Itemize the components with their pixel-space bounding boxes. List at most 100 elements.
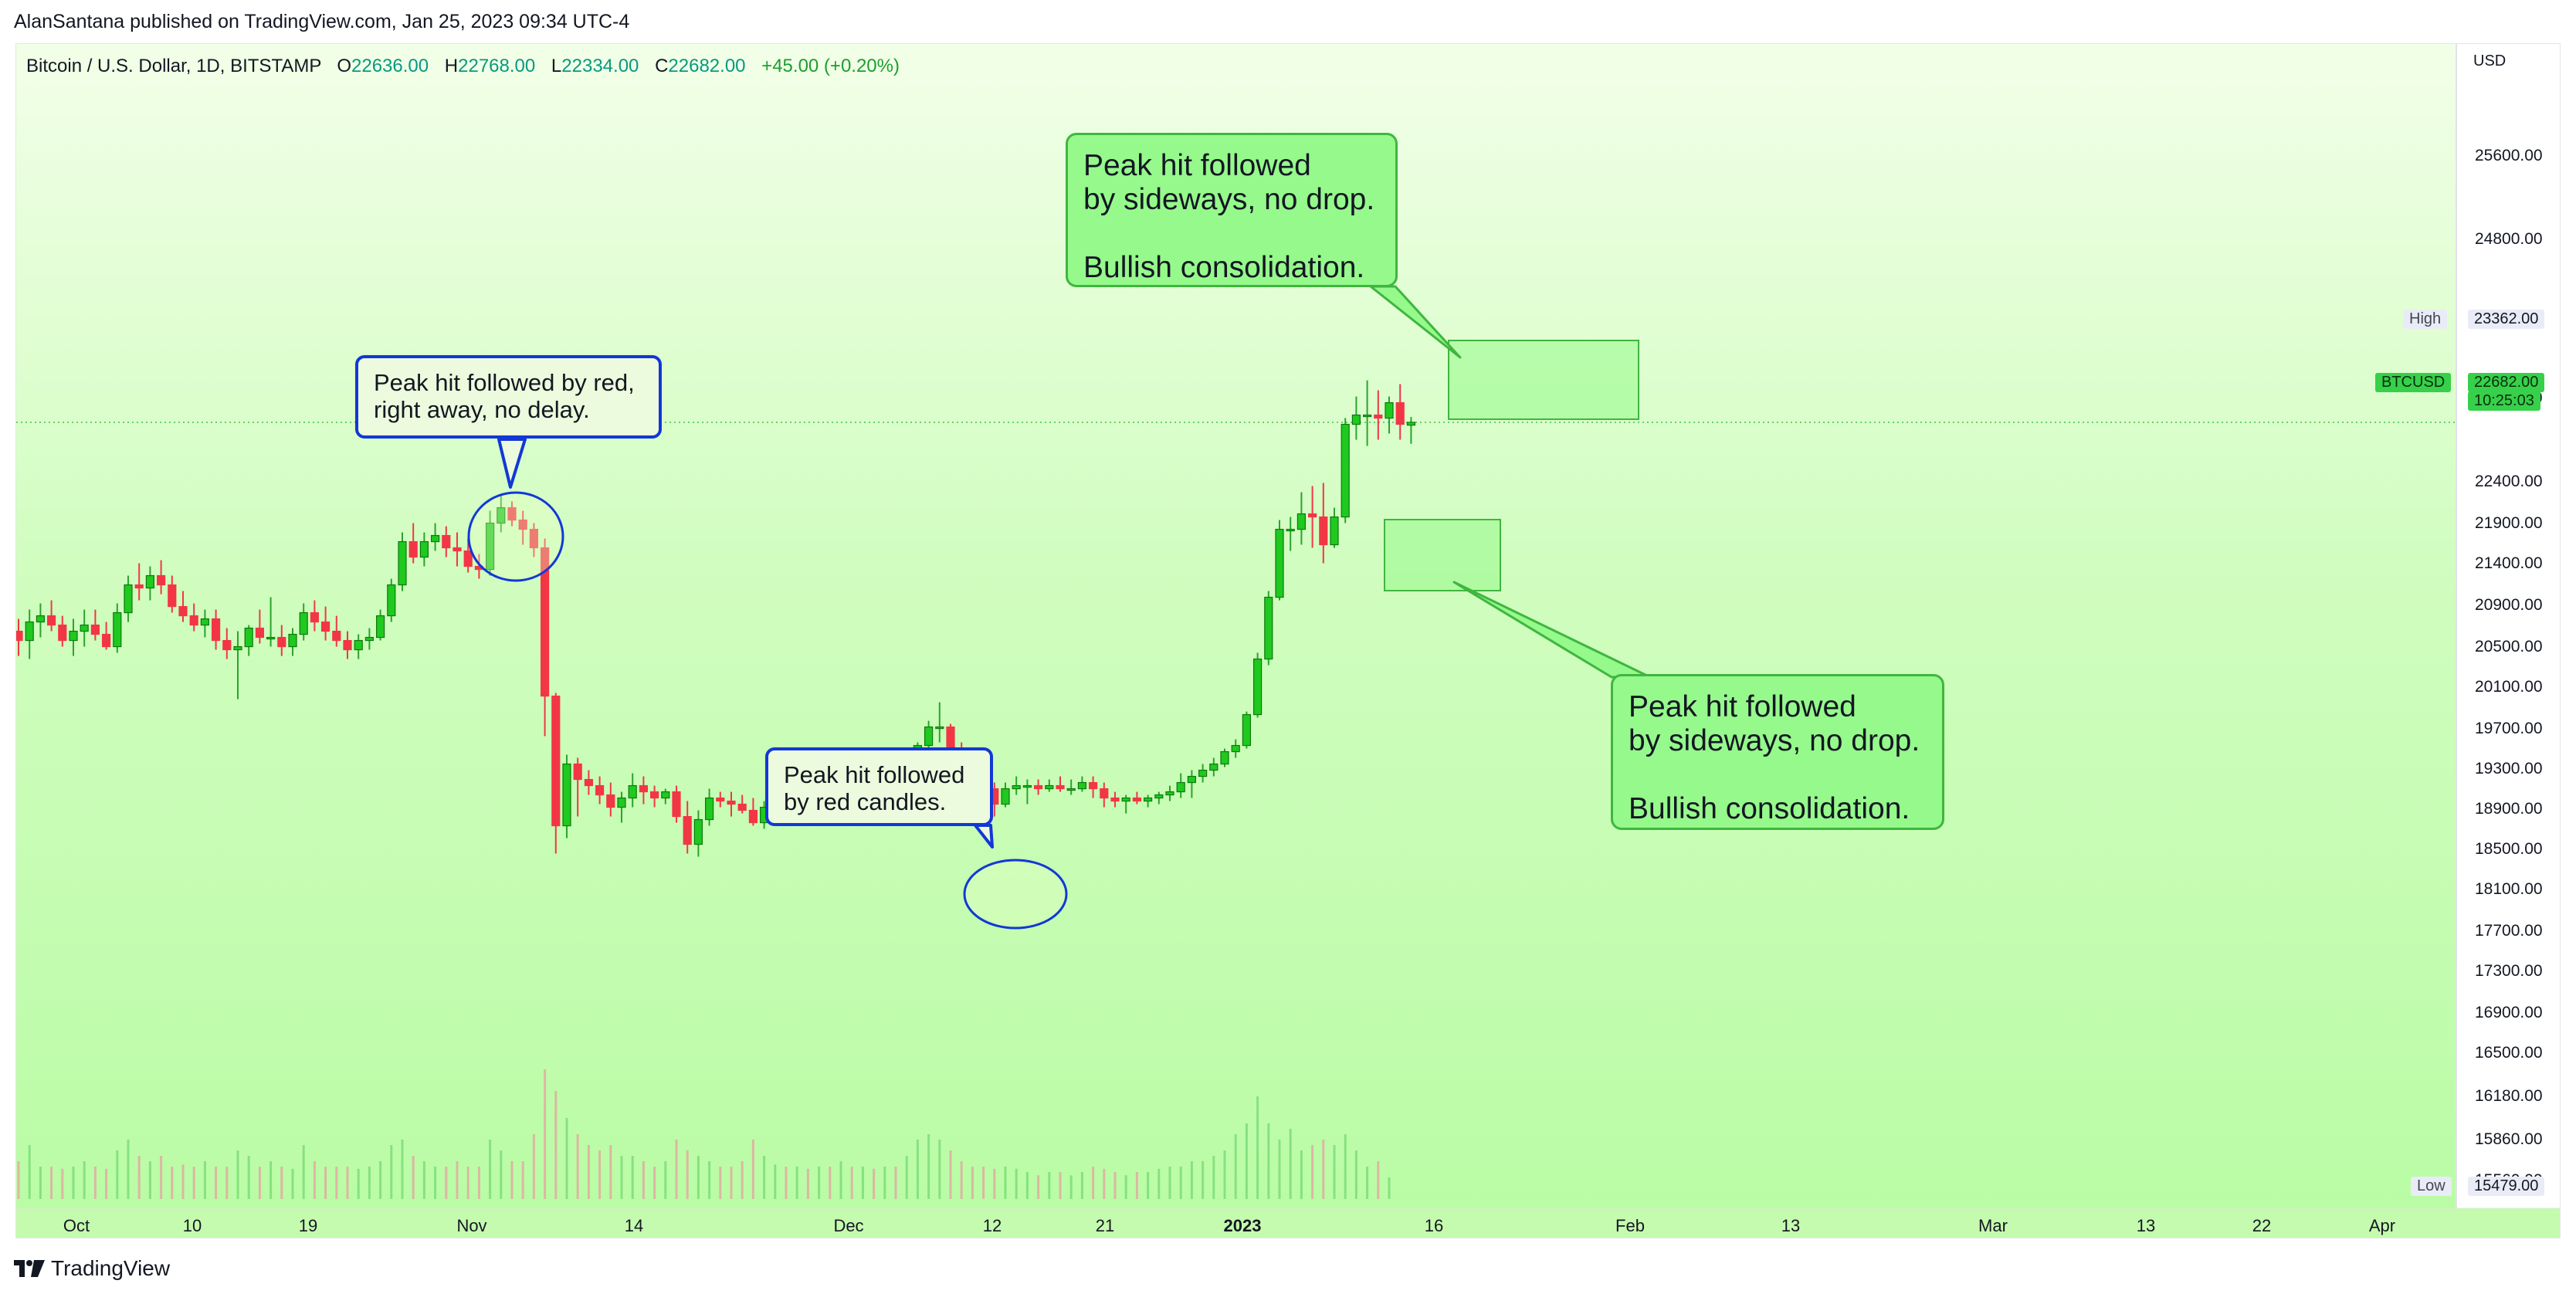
volume-bar xyxy=(1202,1161,1205,1199)
volume-bar xyxy=(1147,1172,1150,1199)
candle-body xyxy=(639,784,649,793)
volume-bar xyxy=(949,1150,952,1199)
annotation-callout-sideways-top[interactable]: Peak hit followed by sideways, no drop. … xyxy=(1066,133,1398,287)
candle-body xyxy=(157,574,166,586)
candle-body xyxy=(364,636,374,642)
candle xyxy=(573,757,582,817)
candle xyxy=(924,720,934,749)
price-chart[interactable]: USD15560.0015860.0016180.0016500.0016900… xyxy=(16,44,2561,1238)
candle xyxy=(1242,711,1252,749)
tradingview-brand[interactable]: TradingView xyxy=(14,1256,170,1281)
candle-body xyxy=(1307,513,1317,518)
candle xyxy=(157,560,166,594)
volume-bar xyxy=(434,1167,437,1199)
volume-bar xyxy=(1267,1123,1270,1199)
volume-bar xyxy=(1234,1134,1237,1199)
price-axis-tick: 21400.00 xyxy=(2475,554,2543,572)
time-axis-tick: 12 xyxy=(983,1216,1002,1235)
volume-bar xyxy=(829,1167,832,1199)
candle-body xyxy=(145,574,154,589)
consolidation-rectangles[interactable] xyxy=(1384,340,1639,591)
candle-body xyxy=(212,618,221,642)
candle-body xyxy=(376,615,385,639)
candle-body xyxy=(1406,422,1416,426)
volume-bar xyxy=(1113,1172,1117,1199)
price-axis-background xyxy=(2456,44,2560,1238)
countdown-tag: 10:25:03 xyxy=(2468,391,2540,411)
volume-bar xyxy=(247,1156,250,1199)
volume-bar xyxy=(1135,1172,1138,1199)
volume-bar xyxy=(751,1140,754,1199)
candle xyxy=(584,770,594,795)
candle-body xyxy=(398,540,407,586)
callout-pointer-4 xyxy=(1452,581,1652,679)
candle xyxy=(69,618,78,656)
candle xyxy=(507,501,517,527)
volume-bar xyxy=(642,1161,645,1199)
volume-bar xyxy=(1289,1129,1292,1199)
candle xyxy=(463,538,473,573)
candle xyxy=(354,634,363,659)
volume-bar xyxy=(1354,1150,1357,1199)
candle xyxy=(376,609,385,641)
volume-bar xyxy=(1245,1123,1248,1199)
volume-bar xyxy=(1092,1167,1095,1199)
volume-bar xyxy=(763,1156,766,1199)
candle xyxy=(212,609,221,650)
volume-bar xyxy=(39,1167,42,1199)
volume-bar xyxy=(719,1167,722,1199)
volume-bar xyxy=(17,1161,20,1199)
candle-body xyxy=(113,611,122,648)
candle-body xyxy=(1100,788,1109,799)
candle xyxy=(727,791,736,817)
candle-body xyxy=(25,621,34,642)
candle xyxy=(46,600,56,632)
volume-bar xyxy=(1344,1134,1347,1199)
peak-circle-dec xyxy=(963,859,1068,930)
candle-body xyxy=(452,547,462,552)
volume-bar xyxy=(357,1168,360,1199)
time-axis-tick: 22 xyxy=(2252,1216,2271,1235)
time-axis-tick: 16 xyxy=(1425,1216,1443,1235)
volume-bar xyxy=(1168,1167,1171,1199)
time-axis-tick: 13 xyxy=(1781,1216,1800,1235)
candle-body xyxy=(737,803,747,811)
candle-body xyxy=(1330,516,1339,546)
candle xyxy=(1056,776,1065,792)
candle xyxy=(134,563,144,601)
legend-change: +45.00 (+0.20%) xyxy=(761,56,900,76)
volume-bar xyxy=(466,1167,469,1199)
volume-bar xyxy=(280,1167,283,1199)
volume-bar xyxy=(576,1134,579,1199)
candle-body xyxy=(693,818,703,845)
volume-bar xyxy=(1322,1140,1325,1199)
time-axis-tick: Apr xyxy=(2369,1216,2395,1235)
candle xyxy=(562,754,571,838)
volume-bar xyxy=(181,1164,185,1199)
price-axis-tick: 18900.00 xyxy=(2475,800,2543,818)
candle xyxy=(408,523,418,564)
candle xyxy=(617,791,626,823)
candle-body xyxy=(321,621,330,632)
annotation-callout-sideways-bottom[interactable]: Peak hit followed by sideways, no drop. … xyxy=(1611,674,1944,830)
time-axis-tick: Feb xyxy=(1615,1216,1645,1235)
volume-bars xyxy=(17,1069,1391,1199)
candle xyxy=(1395,384,1405,440)
price-axis-tick: 24800.00 xyxy=(2475,230,2543,248)
candle-body xyxy=(244,627,253,648)
volume-bar xyxy=(291,1168,294,1199)
candle-body xyxy=(1362,414,1372,418)
price-axis-tick: 16900.00 xyxy=(2475,1004,2543,1021)
volume-bar xyxy=(544,1069,547,1199)
candle-body xyxy=(1088,781,1098,790)
candle-body xyxy=(1066,788,1076,791)
candle xyxy=(551,693,561,854)
volume-bar xyxy=(1212,1156,1215,1199)
annotation-callout-red-candles[interactable]: Peak hit followed by red candles. xyxy=(765,747,993,826)
candle-body xyxy=(672,791,681,818)
annotation-shapes[interactable] xyxy=(467,285,1652,930)
legend-open-label: O xyxy=(337,56,352,76)
candle xyxy=(16,618,23,656)
candle-body xyxy=(124,584,133,614)
annotation-callout-red-right-away[interactable]: Peak hit followed by red, right away, no… xyxy=(355,355,662,439)
